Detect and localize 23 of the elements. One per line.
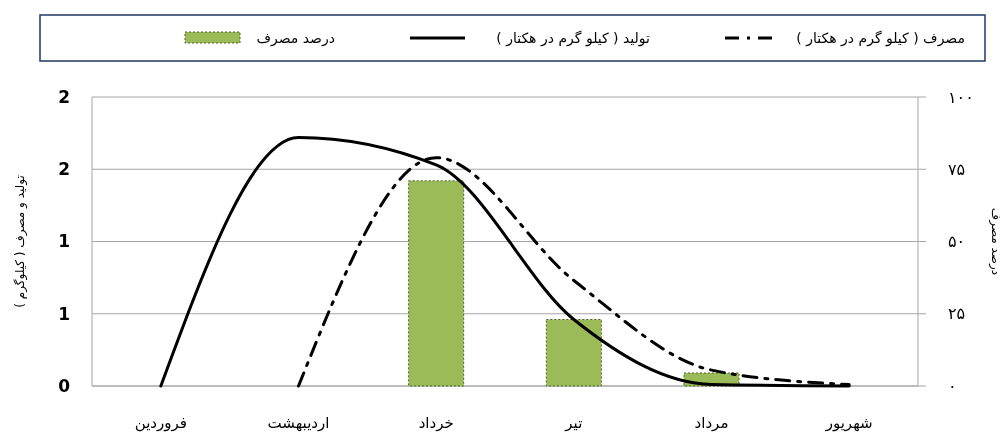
y-tick-label: 2 bbox=[58, 86, 70, 107]
x-tick-label: شهریور bbox=[824, 414, 873, 432]
y-axis-title: تولید و مصرف ( کیلوگرم ) bbox=[13, 175, 28, 308]
y-tick-label: 1 bbox=[58, 303, 70, 324]
x-tick-label: اردیبهشت bbox=[267, 414, 330, 432]
x-tick-label: خرداد bbox=[418, 414, 454, 432]
x-tick-label: فروردین bbox=[134, 414, 187, 432]
legend-label: مصرف ( کیلو گرم در هکتار ) bbox=[796, 30, 965, 47]
y2-tick-label: ۱۰۰ bbox=[948, 87, 974, 107]
y2-tick-label: ۲۵ bbox=[948, 304, 966, 324]
y-tick-label: 2 bbox=[58, 159, 70, 180]
x-tick-label: تیر bbox=[564, 414, 583, 432]
x-tick-label: مرداد bbox=[694, 414, 729, 432]
y-tick-label: 1 bbox=[58, 231, 70, 252]
y-tick-label: 0 bbox=[58, 375, 71, 396]
y2-tick-label: ۵۰ bbox=[948, 232, 966, 252]
legend-label: درصد مصرف bbox=[256, 30, 335, 47]
bar bbox=[408, 180, 465, 387]
y2-axis-title: درصد مصرف bbox=[988, 207, 1003, 276]
y2-tick-label: ۷۵ bbox=[948, 159, 966, 179]
bar bbox=[545, 319, 602, 387]
y2-tick-label: ۰ bbox=[948, 376, 957, 396]
legend-label: تولید ( کیلو گرم در هکتار ) bbox=[496, 30, 651, 47]
